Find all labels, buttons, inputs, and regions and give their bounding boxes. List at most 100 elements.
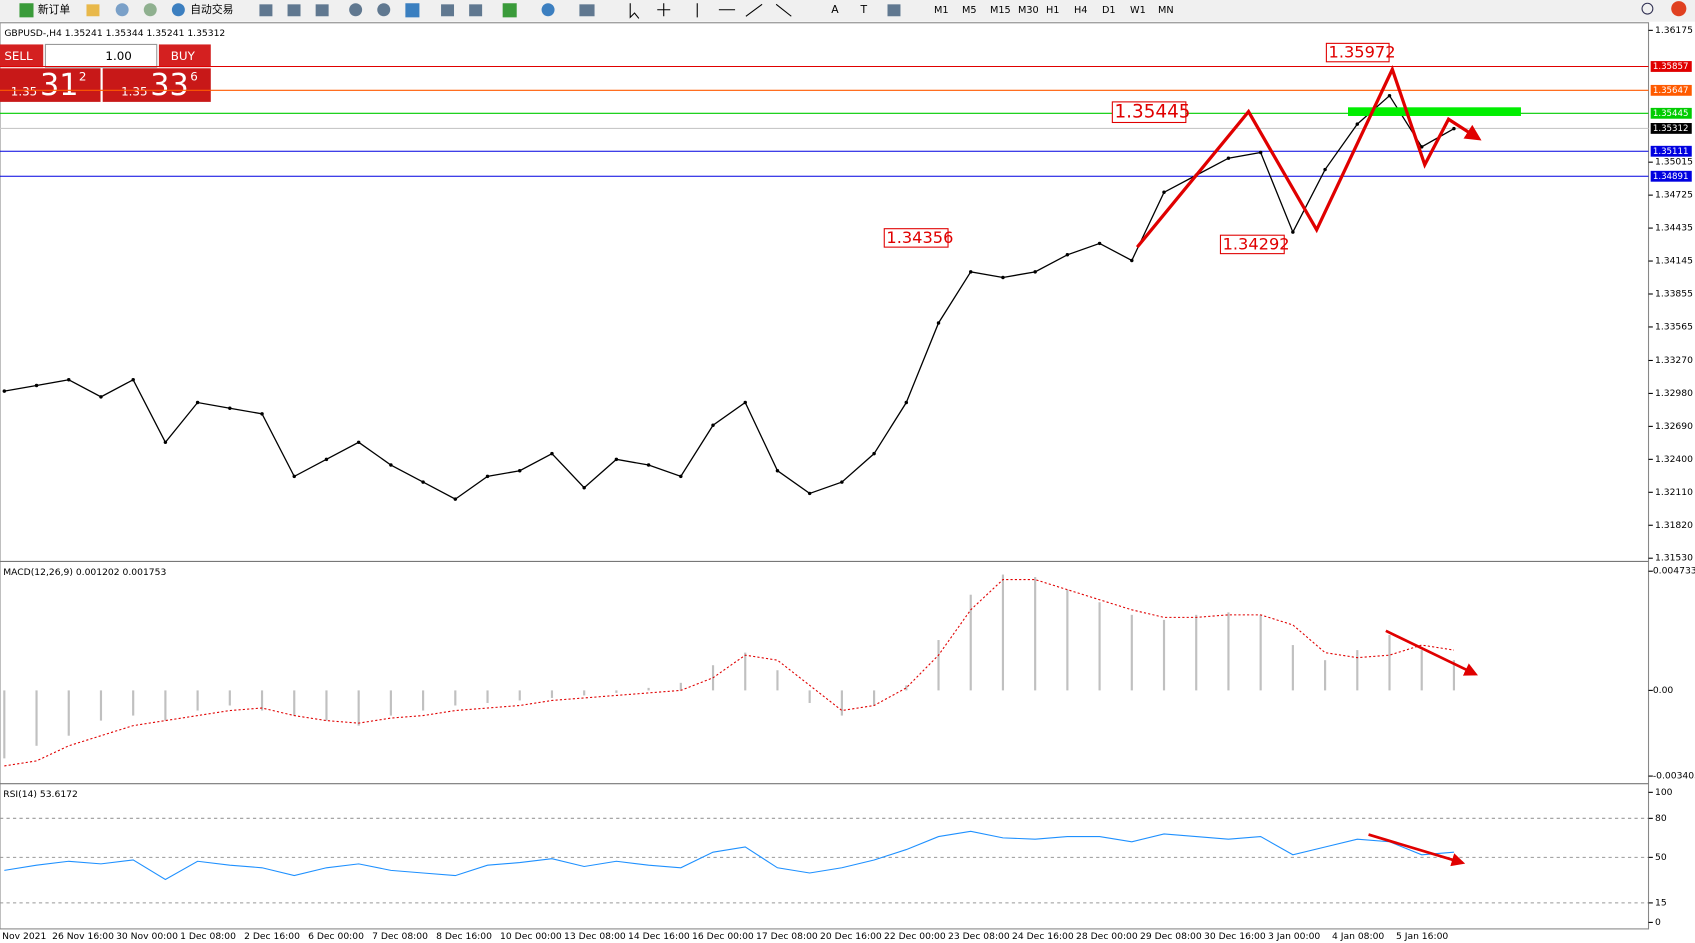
y-tick-label: 15	[1655, 897, 1667, 908]
x-tick-label: 4 Jan 08:00	[1332, 931, 1384, 942]
close-point	[421, 480, 425, 484]
close-point	[292, 474, 296, 479]
timeframe-button[interactable]: M30	[1018, 5, 1039, 16]
close-point	[1452, 126, 1456, 131]
x-tick-label: 7 Dec 08:00	[372, 931, 428, 942]
annotation: 1.34292	[1223, 234, 1290, 253]
price-tag	[1650, 145, 1692, 157]
close-point	[356, 440, 361, 445]
macd-bar	[422, 690, 425, 711]
close-point	[34, 383, 39, 388]
close-point	[1355, 122, 1360, 126]
y-tick-label: 1.34725	[1655, 190, 1693, 201]
annotation: 1.35972	[1329, 43, 1396, 62]
macd-bar	[550, 690, 554, 698]
close-point	[904, 400, 909, 405]
toolbar: 新订单 自动交易 A T M1 M5 M15 M30 H1 H4 D1 W1 MN	[0, 0, 1695, 22]
lot-input[interactable]	[44, 43, 158, 68]
timeframe-button[interactable]: M5	[962, 5, 977, 16]
price-tag	[1650, 107, 1692, 119]
macd-bar	[325, 690, 328, 721]
auto-trade-icon[interactable]	[171, 3, 185, 17]
timeframe-button[interactable]: D1	[1102, 5, 1116, 16]
history-icon[interactable]	[86, 4, 100, 17]
x-tick-label: 6 Dec 00:00	[308, 931, 364, 942]
close-point	[389, 463, 393, 467]
timeframe-button[interactable]: MN	[1158, 5, 1174, 16]
x-tick-label: 30 Nov 00:00	[116, 931, 178, 942]
zoom-out-icon[interactable]	[377, 3, 391, 17]
templates-icon[interactable]	[579, 4, 595, 17]
y-tick-label: 0	[1655, 917, 1661, 928]
draw-icons[interactable]	[696, 3, 792, 18]
close-point	[1387, 93, 1392, 98]
close-point	[131, 378, 135, 382]
annotation: 1.34356	[886, 228, 953, 247]
toolbar-bg	[0, 0, 1695, 22]
tile-icon[interactable]	[405, 3, 420, 18]
close-point	[1097, 241, 1102, 246]
new-order-button[interactable]: 新订单	[38, 2, 71, 16]
macd-bar	[1001, 574, 1005, 691]
shift-icon[interactable]	[469, 4, 483, 17]
sell-label[interactable]: SELL	[4, 49, 33, 63]
macd-bar	[3, 690, 6, 759]
shapes-icon[interactable]	[887, 4, 901, 17]
x-tick-label: 22 Dec 00:00	[884, 931, 946, 942]
periods-icon[interactable]	[541, 3, 555, 17]
sell-price-box[interactable]	[0, 68, 101, 102]
buy-pip: 6	[190, 69, 198, 83]
macd-bar	[1356, 650, 1359, 691]
one-click-panel: SELL 1.00 BUY 1.35 31 2 1.35 33 6	[0, 43, 211, 103]
new-order-icon[interactable]	[19, 3, 34, 18]
search-icon[interactable]	[1641, 2, 1654, 15]
crosshair-icon[interactable]	[657, 3, 671, 17]
alert-icon[interactable]	[1671, 1, 1687, 17]
sell-button[interactable]	[0, 44, 44, 68]
buy-button[interactable]	[158, 44, 211, 68]
signals-icon[interactable]	[143, 3, 157, 17]
sell-prefix: 1.35	[11, 85, 37, 99]
close-point	[228, 406, 232, 410]
timeframe-button[interactable]: H1	[1046, 5, 1059, 16]
bar-chart-icon[interactable]	[259, 4, 273, 17]
candle-icon[interactable]	[287, 4, 301, 17]
line-icon[interactable]	[315, 4, 329, 17]
x-tick-label: 24 Dec 16:00	[1012, 931, 1074, 942]
macd-bar	[293, 690, 296, 716]
close-point	[969, 270, 973, 274]
macd-bar	[1291, 645, 1294, 691]
close-point	[1226, 156, 1231, 160]
lot-value[interactable]: 1.00	[105, 49, 131, 63]
close-point	[1258, 150, 1263, 155]
close-point	[99, 395, 103, 399]
indicators-icon[interactable]	[502, 3, 517, 18]
buy-label[interactable]: BUY	[171, 49, 196, 63]
macd-bar	[615, 690, 618, 693]
y-tick-label: 1.31820	[1655, 520, 1693, 531]
buy-big: 33	[150, 68, 189, 103]
cursor-icon[interactable]	[629, 3, 640, 19]
price-tag-label: 1.35111	[1653, 147, 1689, 157]
macd-bar	[873, 690, 876, 706]
macd-bar	[808, 690, 811, 703]
timeframe-button[interactable]: H4	[1074, 5, 1087, 16]
x-tick-label: 30 Dec 16:00	[1204, 931, 1266, 942]
zoom-in-icon[interactable]	[349, 3, 363, 17]
close-point	[67, 378, 71, 382]
market-icon[interactable]	[115, 3, 129, 17]
text-tool[interactable]: A	[831, 3, 839, 16]
timeframe-button[interactable]: M15	[990, 5, 1011, 16]
annotation: 1.35445	[1115, 102, 1191, 123]
chart-frame	[0, 22, 1650, 930]
macd-bar	[1098, 602, 1101, 691]
scroll-icon[interactable]	[441, 4, 455, 17]
macd-bar	[679, 682, 682, 691]
macd-bar	[518, 690, 521, 701]
auto-trade-button[interactable]: 自动交易	[190, 2, 233, 16]
label-tool[interactable]: T	[859, 3, 867, 16]
buy-price-box[interactable]	[102, 68, 211, 102]
timeframe-button[interactable]: W1	[1130, 5, 1146, 16]
timeframe-button[interactable]: M1	[934, 5, 949, 16]
